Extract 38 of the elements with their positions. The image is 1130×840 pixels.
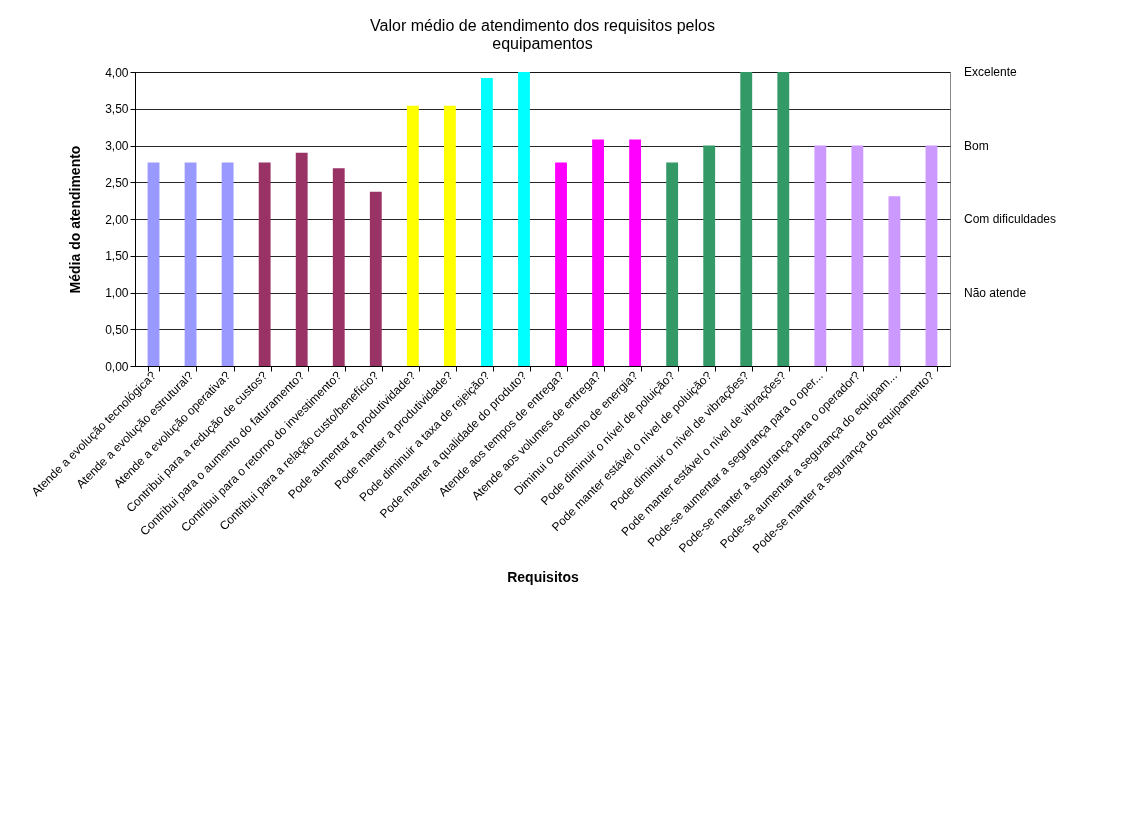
chart-title: Valor médio de atendimento dos requisitos pelos equipamentos	[370, 17, 715, 52]
bar	[369, 191, 382, 366]
x-axis-title: Requisitos	[507, 569, 579, 586]
bar	[629, 139, 642, 366]
bar	[592, 139, 604, 366]
bar	[925, 145, 938, 366]
bar	[666, 162, 679, 366]
text: Bom	[964, 138, 989, 153]
y-tick-label: 4,00	[105, 65, 129, 80]
y-tick-label: 3,00	[105, 139, 129, 153]
bar	[221, 162, 234, 366]
bar	[703, 145, 716, 366]
y-tick-label: 2,50	[105, 175, 129, 190]
bar	[481, 77, 493, 366]
bar	[147, 162, 160, 366]
y-tick-label: 1,50	[105, 249, 129, 264]
y-axis-title: Média do atendimento	[67, 145, 84, 294]
bar	[443, 105, 456, 366]
bar	[518, 72, 530, 366]
bar	[777, 72, 790, 366]
y-tick-label: 1,00	[105, 286, 129, 300]
bar	[555, 162, 567, 366]
bar	[814, 145, 827, 366]
bar	[295, 152, 308, 366]
bar	[184, 162, 197, 366]
bar	[258, 162, 271, 366]
text: Não atende	[964, 285, 1027, 300]
bar	[851, 145, 864, 366]
bar	[740, 72, 753, 366]
text: Com dificuldades	[964, 212, 1057, 226]
y-tick-label: 2,00	[105, 212, 129, 227]
bar	[332, 168, 345, 366]
y-tick-label: 0,00	[105, 359, 129, 374]
bar	[888, 196, 901, 366]
y-tick-label: 0,50	[105, 322, 129, 337]
y-tick-label: 3,50	[105, 102, 129, 117]
bar	[406, 105, 419, 366]
text: Excelente	[964, 65, 1018, 79]
